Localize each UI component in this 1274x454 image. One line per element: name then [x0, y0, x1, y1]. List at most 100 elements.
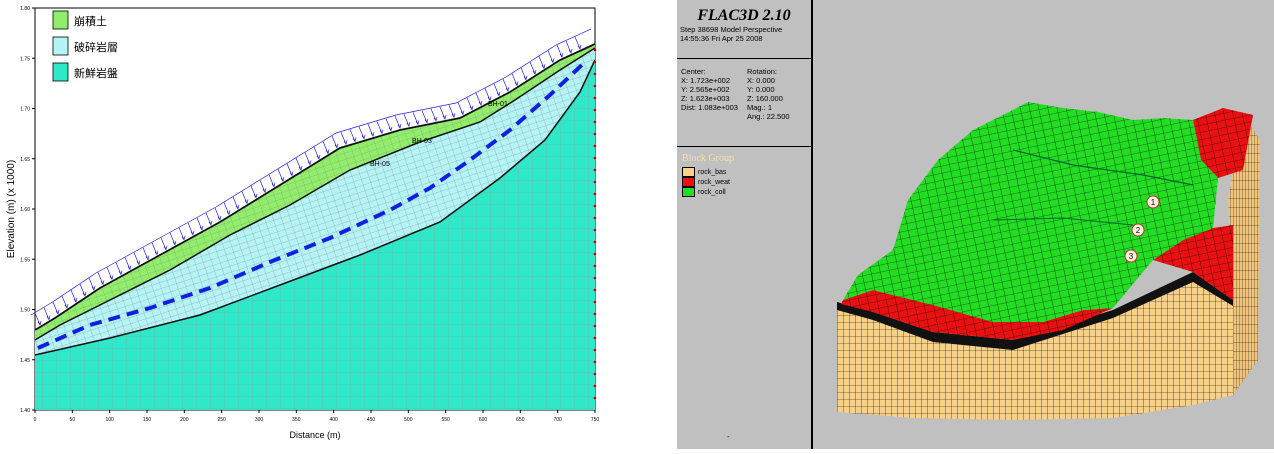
- boundary-node: [593, 228, 597, 232]
- time-line: 14:55:36 Fri Apr 25 2008: [680, 34, 763, 43]
- surface-load-arrows: [30, 28, 592, 326]
- load-arrow: [331, 135, 339, 149]
- load-arrow: [277, 169, 285, 183]
- monitor-point-label: 2: [1136, 226, 1141, 235]
- rotation-z: Z: 160.000: [747, 94, 783, 103]
- angle: Ang.: 22.500: [747, 112, 790, 121]
- load-arrow: [232, 196, 240, 210]
- load-arrow: [241, 191, 249, 205]
- center-y: Y: 2.565e+002: [681, 85, 730, 94]
- load-arrow: [160, 237, 168, 251]
- monitor-point: 1: [1146, 195, 1160, 209]
- load-arrow: [259, 180, 267, 194]
- rotation-x: X: 0.000: [747, 76, 775, 85]
- legend-swatch: [52, 10, 69, 30]
- load-arrow: [178, 227, 186, 241]
- x-tick-label: 50: [70, 417, 76, 423]
- y-axis-label: Elevation (m) (x 1000): [6, 160, 17, 258]
- block-group-title: Block Group: [682, 153, 734, 164]
- load-arrow: [421, 110, 429, 124]
- load-arrow: [151, 242, 159, 256]
- view-params-section: Center: Rotation: X: 1.723e+002 X: 0.000 Y…: [677, 59, 811, 147]
- boundary-node: [593, 276, 597, 280]
- load-arrow: [430, 108, 438, 122]
- load-arrow: [466, 97, 474, 111]
- boundary-node: [593, 72, 597, 76]
- bottom-mark: -: [727, 432, 730, 441]
- load-arrow: [106, 267, 114, 281]
- load-arrow: [169, 232, 177, 246]
- x-tick-label: 100: [105, 417, 114, 423]
- load-arrow: [547, 50, 555, 64]
- x-axis-ticks: 0 50 100 150 200 250 300 350 400 450 500 550 600 650 7…: [34, 410, 600, 423]
- load-arrow: [268, 174, 276, 188]
- boundary-node: [593, 348, 597, 352]
- legend-swatch: [52, 62, 69, 82]
- load-arrow: [574, 36, 582, 50]
- load-arrow: [214, 207, 222, 221]
- load-arrow: [43, 307, 51, 321]
- boundary-node: [593, 384, 597, 388]
- load-arrow: [457, 102, 465, 116]
- legend-label: 破碎岩層: [74, 40, 118, 54]
- center-x: X: 1.723e+002: [681, 76, 731, 85]
- step-line: Step 38698 Model Perspective: [680, 25, 783, 34]
- boundary-node: [593, 180, 597, 184]
- model-3d-svg: 1 2 3: [837, 102, 1260, 420]
- cross-section-svg: BH-01 BH-03 BH-05 0 50 100 150 200 250 300 350 4…: [6, 6, 600, 440]
- y-tick-label: 1.50: [20, 308, 30, 314]
- boundary-node: [593, 372, 597, 376]
- x-tick-label: 500: [404, 417, 413, 423]
- rotation-label: Rotation:: [747, 67, 778, 76]
- y-tick-label: 1.45: [20, 358, 30, 364]
- legend-item-rock-bas: rock_bas: [682, 167, 811, 177]
- y-tick-label: 1.70: [20, 107, 30, 113]
- legend-swatch: [682, 187, 695, 197]
- slip-surface-line: [37, 60, 587, 350]
- boundary-node: [593, 360, 597, 364]
- load-arrow: [187, 222, 195, 236]
- load-arrow: [205, 212, 213, 226]
- load-arrow: [358, 126, 366, 140]
- load-arrow: [34, 312, 42, 326]
- load-arrow: [52, 301, 60, 315]
- load-arrow: [439, 106, 447, 120]
- materials-legend: 崩積土 破碎岩層 新鮮岩盤: [52, 10, 118, 82]
- load-arrow: [88, 277, 96, 291]
- load-arrow: [223, 202, 231, 216]
- load-arrow: [565, 40, 573, 54]
- flac3d-info-panel: FLAC3D 2.10 Step 38698 Model Perspective…: [677, 0, 813, 449]
- legend-label: 新鮮岩盤: [74, 66, 118, 80]
- boundary-node: [593, 324, 597, 328]
- boundary-node: [593, 264, 597, 268]
- monitor-point-label: 1: [1151, 198, 1156, 207]
- load-arrow: [511, 73, 519, 87]
- boundary-node: [593, 240, 597, 244]
- x-tick-label: 650: [516, 417, 525, 423]
- load-arrow: [385, 118, 393, 132]
- boundary-node: [593, 108, 597, 112]
- load-arrow: [322, 141, 330, 155]
- center-label: Center:: [681, 67, 706, 76]
- boundary-node: [593, 396, 597, 400]
- load-arrow: [349, 129, 357, 143]
- legend-label: rock_coll: [698, 188, 726, 196]
- y-tick-label: 1.65: [20, 157, 30, 163]
- boundary-node: [593, 216, 597, 220]
- x-tick-label: 400: [329, 417, 338, 423]
- legend-item-rock-coll: rock_coll: [682, 187, 811, 197]
- title-section: FLAC3D 2.10 Step 38698 Model Perspective…: [677, 0, 811, 59]
- y-tick-label: 1.55: [20, 257, 30, 263]
- borehole-label: BH-05: [370, 161, 390, 168]
- monitor-point: 3: [1124, 249, 1138, 263]
- boundary-node: [593, 144, 597, 148]
- legend-label: rock_bas: [698, 168, 727, 176]
- boundary-nodes: [593, 48, 597, 400]
- load-arrow: [448, 105, 456, 119]
- boundary-node: [593, 300, 597, 304]
- load-envelope: [30, 28, 592, 316]
- x-tick-label: 750: [591, 417, 600, 423]
- load-arrow: [538, 56, 546, 70]
- boundary-node: [593, 132, 597, 136]
- flac3d-title: FLAC3D 2.10: [697, 7, 791, 24]
